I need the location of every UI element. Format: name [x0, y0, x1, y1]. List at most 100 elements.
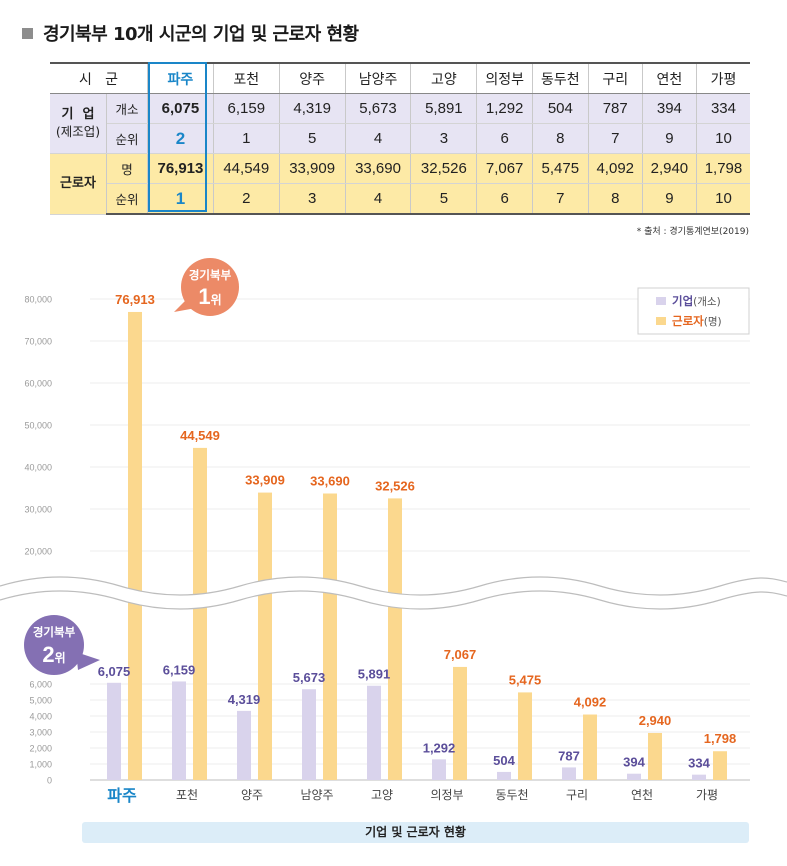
enterprise-data-label: 6,075	[98, 664, 131, 679]
enterprise-bar	[562, 767, 576, 780]
table-cell: 2	[213, 183, 280, 215]
worker-data-label: 7,067	[444, 647, 477, 662]
x-category-label: 양주	[241, 788, 263, 802]
axis-break-band	[0, 577, 787, 609]
worker-bar	[648, 732, 662, 780]
callout-pointer	[76, 652, 100, 670]
callout-title: 경기북부	[33, 625, 76, 639]
table-cell: 334	[696, 93, 750, 124]
col-header: 양주	[279, 62, 346, 94]
enterprise-unit-label: 개소	[106, 93, 148, 124]
worker-data-label: 33,909	[245, 473, 285, 488]
enterprise-rank-row: 순위 2 1 5 4 3 6 8 7 9 10	[50, 123, 750, 154]
enterprise-rank-label: 순위	[106, 123, 148, 154]
col-header: 남양주	[345, 62, 412, 94]
worker-rank-row: 순위 1 2 3 4 5 6 7 8 9 10	[50, 183, 750, 215]
worker-data-label: 5,475	[509, 672, 542, 687]
table-header-label: 시 군	[50, 62, 148, 94]
enterprise-data-label: 504	[493, 753, 515, 768]
worker-data-label: 1,798	[704, 731, 737, 746]
table-cell: 5,891	[410, 93, 478, 124]
worker-bar	[713, 751, 727, 780]
y-tick-label: 3,000	[29, 728, 52, 738]
table-cell: 1	[213, 123, 280, 154]
table-cell: 7	[588, 123, 643, 154]
enterprise-bar	[172, 681, 186, 780]
x-category-label: 남양주	[300, 788, 333, 802]
enterprise-bar	[367, 685, 381, 780]
source-note: * 출처 : 경기통계연보(2019)	[636, 227, 749, 237]
enterprise-data-label: 5,673	[293, 670, 326, 685]
stats-table: 시 군 파주 포천 양주 남양주 고양 의정부 동두천 구리 연천 가평 기 업…	[50, 62, 750, 215]
enterprise-bar	[692, 774, 706, 780]
x-category-label: 파주	[107, 786, 137, 805]
y-tick-label: 4,000	[29, 712, 52, 722]
table-cell: 76,913	[147, 153, 214, 184]
table-cell: 394	[642, 93, 697, 124]
col-header: 동두천	[532, 62, 589, 94]
worker-count-row: 근로자 명 76,913 44,549 33,909 33,690 32,526…	[50, 153, 750, 215]
y-tick-label: 0	[47, 776, 52, 786]
table-cell: 6,075	[147, 93, 214, 124]
table-cell: 7	[532, 183, 589, 215]
worker-rank-label: 순위	[106, 183, 148, 215]
y-tick-label: 40,000	[24, 463, 52, 473]
worker-bar	[128, 311, 142, 780]
x-category-label: 고양	[371, 788, 393, 802]
worker-bar	[518, 692, 532, 780]
legend-item: 근로자(명)	[672, 314, 722, 328]
worker-bar	[388, 498, 402, 780]
enterprise-data-label: 6,159	[163, 662, 196, 677]
page-title: 경기북부 10개 시군의 기업 및 근로자 현황	[22, 18, 359, 48]
enterprise-bar	[497, 771, 511, 780]
callout-title: 경기북부	[189, 268, 232, 282]
table-cell: 3	[279, 183, 346, 215]
enterprise-data-label: 1,292	[423, 740, 456, 755]
axis-break-line	[0, 576, 787, 596]
legend-item: 기업(개소)	[672, 294, 721, 308]
worker-data-label: 32,526	[375, 478, 415, 493]
table-cell: 1	[147, 183, 214, 215]
table-cell: 33,909	[279, 153, 346, 184]
col-header: 연천	[642, 62, 697, 94]
col-header: 구리	[588, 62, 643, 94]
worker-unit-label: 명	[106, 153, 148, 184]
table-cell: 32,526	[410, 153, 478, 184]
y-tick-label: 5,000	[29, 696, 52, 706]
enterprise-data-label: 394	[623, 755, 645, 770]
table-cell: 10	[696, 183, 750, 215]
table-cell: 504	[532, 93, 589, 124]
x-category-label: 가평	[696, 788, 718, 802]
title-bullet-icon	[22, 27, 33, 39]
table-cell: 6,159	[213, 93, 280, 124]
col-header: 포천	[213, 62, 280, 94]
enterprise-data-label: 787	[558, 748, 580, 763]
table-cell: 2	[147, 123, 214, 154]
table-cell: 4,092	[588, 153, 643, 184]
page-title-text: 경기북부 10개 시군의 기업 및 근로자 현황	[43, 24, 359, 45]
table-cell: 1,798	[696, 153, 750, 184]
x-category-label: 동두천	[495, 787, 528, 802]
worker-data-label: 4,092	[574, 695, 607, 710]
enterprise-bar	[237, 710, 251, 780]
worker-data-label: 2,940	[639, 713, 672, 728]
y-tick-label: 30,000	[24, 505, 52, 515]
enterprise-bar	[107, 682, 121, 780]
y-tick-label: 1,000	[29, 760, 52, 770]
enterprise-bar	[432, 759, 446, 780]
worker-bar	[323, 493, 337, 780]
table-cell: 8	[532, 123, 589, 154]
y-tick-label: 2,000	[29, 744, 52, 754]
table-header-row: 시 군 파주 포천 양주 남양주 고양 의정부 동두천 구리 연천 가평	[50, 62, 750, 94]
x-category-label: 구리	[566, 788, 588, 802]
x-category-label: 의정부	[430, 788, 463, 802]
worker-data-label: 76,913	[115, 292, 155, 307]
enterprise-count-row: 기 업 (제조업) 개소 6,075 6,159 4,319 5,673 5,8…	[50, 93, 750, 154]
table-cell: 44,549	[213, 153, 280, 184]
worker-bar	[453, 666, 467, 780]
callout-bubble	[181, 258, 239, 316]
table-cell: 6	[476, 183, 533, 215]
axis-break-line	[0, 590, 787, 610]
chart-caption: 기업 및 근로자 현황	[82, 822, 749, 843]
col-header: 가평	[696, 62, 750, 94]
